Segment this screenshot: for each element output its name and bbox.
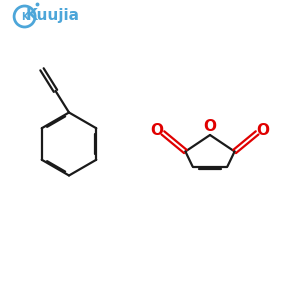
- Text: O: O: [203, 119, 217, 134]
- Text: O: O: [150, 123, 164, 138]
- Text: K: K: [21, 11, 28, 22]
- Text: Kuujia: Kuujia: [26, 8, 80, 23]
- Text: O: O: [256, 123, 270, 138]
